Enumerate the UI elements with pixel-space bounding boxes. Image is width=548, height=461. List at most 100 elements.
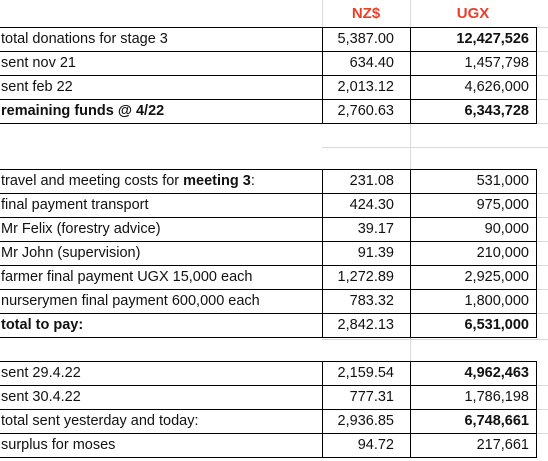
ugx-value[interactable]: 217,661 [476, 437, 529, 453]
row-label[interactable]: total to pay: [1, 317, 84, 333]
nzd-value[interactable]: 2,760.63 [337, 103, 394, 119]
gridline [410, 337, 411, 361]
ugx-value[interactable]: 1,457,798 [464, 55, 529, 71]
border [0, 289, 536, 290]
border [0, 51, 536, 52]
gridline [536, 147, 548, 148]
row-label-text: travel and meeting costs for [1, 173, 184, 189]
border [0, 241, 536, 242]
nzd-value[interactable]: 2,936.85 [337, 413, 394, 429]
border [322, 361, 323, 458]
row-label[interactable]: final payment transport [1, 197, 149, 213]
table-row: nurserymen final payment 600,000 each 78… [0, 289, 548, 313]
table-row: sent nov 21 634.40 1,457,798 [0, 51, 548, 75]
nzd-value[interactable]: 231.08 [349, 173, 394, 189]
border [0, 193, 536, 194]
border [536, 27, 537, 124]
table-row: sent feb 22 2,013.12 4,626,000 [0, 75, 548, 99]
ugx-value[interactable]: 6,748,661 [464, 413, 529, 429]
nzd-value[interactable]: 94.72 [357, 437, 394, 453]
header-ugx[interactable]: UGX [456, 5, 490, 22]
gridline [322, 0, 323, 27]
nzd-value[interactable]: 634.40 [349, 55, 394, 71]
table-row: Mr Felix (forestry advice) 39.17 90,000 [0, 217, 548, 241]
table-row: total sent yesterday and today: 2,936.85… [0, 409, 548, 433]
nzd-value[interactable]: 2,159.54 [337, 365, 394, 381]
ugx-value[interactable]: 210,000 [476, 245, 529, 261]
ugx-value[interactable]: 1,786,198 [464, 389, 529, 405]
gridline [536, 409, 548, 410]
ugx-value[interactable]: 1,800,000 [464, 293, 529, 309]
gridline [536, 217, 548, 218]
ugx-value[interactable]: 6,531,000 [464, 317, 529, 333]
gridline [536, 193, 548, 194]
border [0, 217, 536, 218]
ugx-value[interactable]: 4,962,463 [464, 365, 529, 381]
table-row: sent 29.4.22 2,159.54 4,962,463 [0, 361, 548, 385]
ugx-value[interactable]: 975,000 [476, 197, 529, 213]
border [0, 169, 536, 170]
border [322, 27, 323, 124]
row-label[interactable]: sent feb 22 [1, 79, 73, 95]
table-row: total donations for stage 3 5,387.00 12,… [0, 27, 548, 51]
table-row: surplus for moses 94.72 217,661 [0, 433, 548, 457]
gridline [410, 0, 411, 27]
nzd-value[interactable]: 91.39 [357, 245, 394, 261]
border [0, 457, 536, 458]
row-label[interactable]: farmer final payment UGX 15,000 each [1, 269, 253, 285]
row-label[interactable]: sent 29.4.22 [1, 365, 81, 381]
nzd-value[interactable]: 2,842.13 [337, 317, 394, 333]
header-nzd[interactable]: NZ$ [351, 5, 381, 22]
table-row: Mr John (supervision) 91.39 210,000 [0, 241, 548, 265]
border [0, 265, 536, 266]
nzd-value[interactable]: 1,272.89 [337, 269, 394, 285]
border [0, 385, 536, 386]
table-row: sent 30.4.22 777.31 1,786,198 [0, 385, 548, 409]
gridline [536, 99, 548, 100]
nzd-value[interactable]: 777.31 [349, 389, 394, 405]
gridline [536, 241, 548, 242]
table-row: total to pay: 2,842.13 6,531,000 [0, 313, 548, 337]
nzd-value[interactable]: 39.17 [357, 221, 394, 237]
row-label[interactable]: Mr Felix (forestry advice) [1, 221, 161, 237]
gridline [536, 433, 548, 434]
row-label[interactable]: nurserymen final payment 600,000 each [1, 293, 260, 309]
border [536, 361, 537, 458]
ugx-value[interactable]: 4,626,000 [464, 79, 529, 95]
border [0, 123, 536, 124]
border [536, 169, 537, 338]
nzd-value[interactable]: 783.32 [349, 293, 394, 309]
nzd-value[interactable]: 424.30 [349, 197, 394, 213]
row-label-tail: : [250, 173, 255, 189]
row-label[interactable]: sent nov 21 [1, 55, 76, 71]
row-label[interactable]: total sent yesterday and today: [1, 413, 199, 429]
ugx-value[interactable]: 90,000 [484, 221, 529, 237]
ugx-value[interactable]: 6,343,728 [464, 103, 529, 119]
table-row: farmer final payment UGX 15,000 each 1,2… [0, 265, 548, 289]
border [0, 313, 536, 314]
row-label[interactable]: total donations for stage 3 [1, 31, 168, 47]
nzd-value[interactable]: 2,013.12 [337, 79, 394, 95]
border [0, 409, 536, 410]
row-label[interactable]: remaining funds @ 4/22 [1, 103, 165, 119]
gridline [322, 147, 536, 148]
nzd-value[interactable]: 5,387.00 [337, 31, 394, 47]
row-label[interactable]: Mr John (supervision) [1, 245, 141, 261]
row-label[interactable]: sent 30.4.22 [1, 389, 81, 405]
border [322, 169, 323, 338]
gridline [536, 339, 548, 340]
gridline [536, 313, 548, 314]
row-label[interactable]: surplus for moses [1, 437, 116, 453]
border [0, 361, 536, 362]
gridline [536, 289, 548, 290]
ugx-value[interactable]: 531,000 [476, 173, 529, 189]
border [0, 75, 536, 76]
row-label-emphasis: meeting 3 [183, 173, 251, 189]
border [0, 433, 536, 434]
ugx-value[interactable]: 12,427,526 [456, 31, 529, 47]
table-row: travel and meeting costs for meeting 3: … [0, 169, 548, 193]
border [410, 361, 411, 458]
row-label[interactable]: travel and meeting costs for meeting 3: [0, 169, 322, 193]
ugx-value[interactable]: 2,925,000 [464, 269, 529, 285]
